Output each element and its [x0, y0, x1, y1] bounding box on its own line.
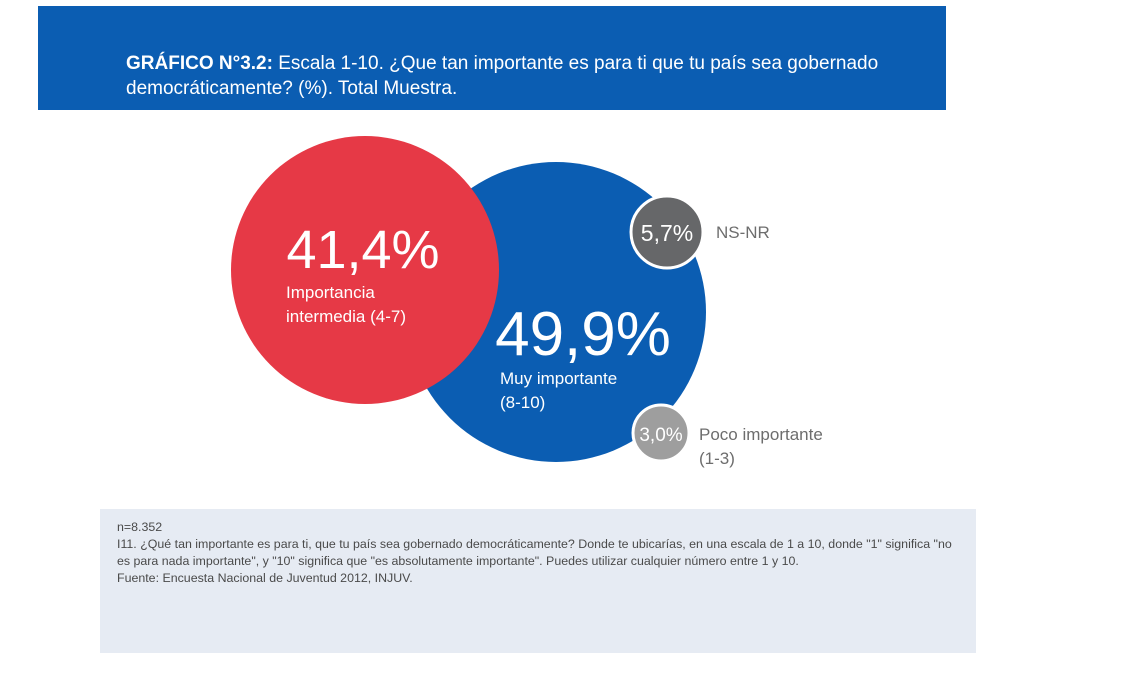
value-label-muy: 49,9%	[495, 300, 671, 369]
value-label-poco: 3,0%	[639, 425, 682, 446]
bubble-ns-nr	[629, 194, 705, 270]
bubble-importancia-intermedia	[231, 136, 499, 404]
sample-size: n=8.352	[117, 520, 163, 534]
category-label-intermedia-2: intermedia (4-7)	[286, 307, 406, 326]
category-label-intermedia-1: Importancia	[286, 283, 375, 302]
source-text: Fuente: Encuesta Nacional de Juventud 20…	[117, 571, 413, 585]
bubble-poco-importante	[631, 403, 691, 463]
category-label-poco-1: Poco importante	[699, 425, 823, 444]
chart-header: GRÁFICO N°3.2: Escala 1-10. ¿Que tan imp…	[38, 6, 946, 110]
category-label-muy-2: (8-10)	[500, 393, 545, 412]
chart-notes: n=8.352 I11. ¿Qué tan importante es para…	[100, 509, 976, 653]
question-text: I11. ¿Qué tan importante es para ti, que…	[117, 537, 952, 568]
category-label-poco-2: (1-3)	[699, 449, 735, 468]
value-label-ns-nr: 5,7%	[641, 220, 693, 246]
chart-title-number: GRÁFICO N°3.2:	[126, 53, 273, 74]
category-label-ns-nr: NS-NR	[716, 223, 770, 242]
value-label-intermedia: 41,4%	[286, 220, 439, 280]
chart-title-text: Escala 1-10. ¿Que tan importante es para…	[126, 53, 879, 99]
category-label-muy-1: Muy importante	[500, 369, 617, 388]
